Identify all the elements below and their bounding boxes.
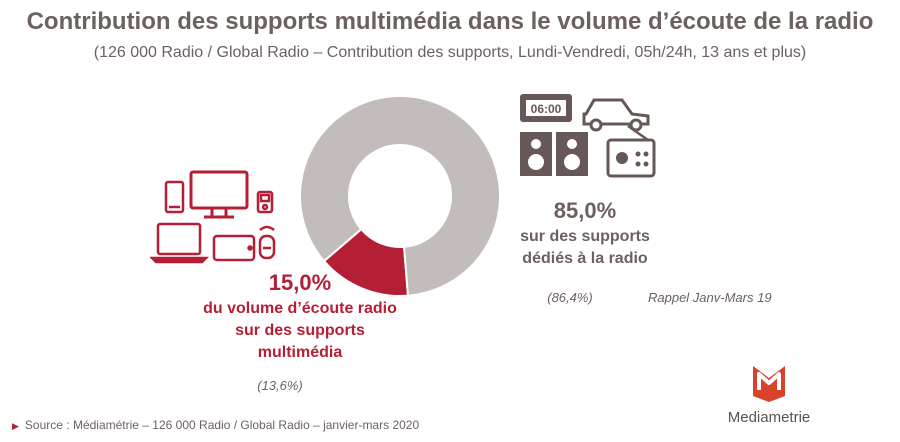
multimedia-label-line: du volume d’écoute radio	[203, 300, 397, 317]
multimedia-label-line: sur des supports	[235, 322, 365, 339]
car-icon	[582, 98, 650, 132]
radio-alarm-clock-icon: 06:00	[520, 94, 572, 122]
multimedia-percentage: 15,0%	[268, 270, 332, 295]
dedicated-previous-value: (86,4%)	[547, 290, 593, 305]
dedicated-label-line: dédiés à la radio	[522, 250, 648, 267]
bullet-arrow-icon: ▶	[12, 421, 19, 431]
source-note: ▶ Source : Médiamétrie – 126 000 Radio / …	[12, 418, 419, 432]
donut-chart	[300, 96, 500, 296]
rappel-note: Rappel Janv-Mars 19	[648, 290, 772, 305]
dedicated-label: sur des supports dédiés à la radio	[480, 226, 690, 270]
multimedia-previous-value: (13,6%)	[257, 378, 303, 393]
logo-text: Mediametrie	[727, 409, 811, 426]
page-title: Contribution des supports multimédia dan…	[26, 8, 874, 35]
clock-display: 06:00	[531, 102, 562, 116]
mediametrie-logo: Mediametrie	[714, 364, 824, 426]
donut-slice	[300, 96, 500, 296]
page-subtitle: (126 000 Radio / Global Radio – Contribu…	[93, 44, 807, 61]
smartphone-icon	[164, 180, 185, 214]
smart-speaker-icon	[258, 225, 276, 260]
tablet-icon	[212, 234, 256, 262]
dedicated-percentage: 85,0%	[553, 198, 617, 223]
multimedia-label: du volume d’écoute radio sur des support…	[150, 298, 450, 364]
laptop-icon	[150, 222, 210, 264]
mp3-player-icon	[256, 190, 274, 214]
logo-mark-icon	[753, 366, 785, 402]
multimedia-icons	[150, 170, 276, 264]
monitor-icon	[189, 170, 249, 219]
multimedia-label-line: multimédia	[257, 344, 343, 361]
dedicated-label-line: sur des supports	[520, 228, 650, 245]
radio-device-icons: 06:00	[520, 94, 656, 178]
source-text: Source : Médiamétrie – 126 000 Radio / G…	[24, 418, 420, 432]
portable-radio-icon	[606, 124, 656, 178]
hifi-speakers-icon	[520, 132, 588, 176]
